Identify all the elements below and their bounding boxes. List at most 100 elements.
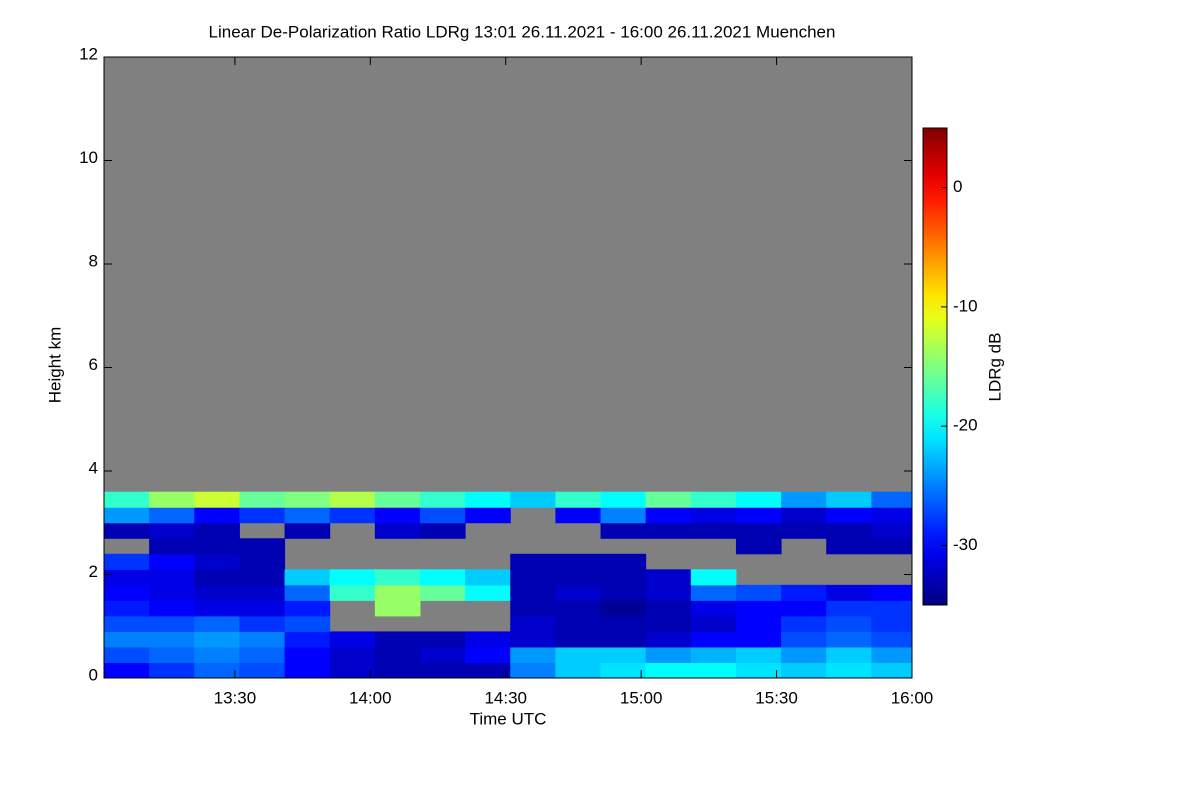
heatmap-cell: [194, 538, 240, 555]
heatmap-cell: [329, 491, 376, 508]
heatmap-cell: [104, 522, 150, 539]
heatmap-cell: [149, 569, 195, 586]
heatmap-cell: [104, 491, 150, 508]
heatmap-cell: [735, 584, 782, 601]
heatmap-cell: [239, 507, 286, 524]
heatmap-cell: [104, 553, 150, 570]
heatmap-cell: [645, 631, 692, 648]
heatmap-cell: [781, 522, 827, 539]
heatmap-cell: [645, 662, 692, 679]
heatmap-cell: [239, 646, 286, 663]
x-tick-label: 14:00: [349, 688, 392, 707]
heatmap-cell: [735, 538, 782, 555]
heatmap-cell: [194, 646, 240, 663]
heatmap-cell: [465, 491, 511, 508]
heatmap-cell: [510, 615, 556, 632]
heatmap-cell: [194, 631, 240, 648]
x-tick-label: 15:30: [755, 688, 798, 707]
heatmap-cell: [871, 600, 913, 617]
heatmap-cell: [690, 522, 737, 539]
heatmap-cell: [871, 491, 913, 508]
heatmap-cell: [239, 553, 286, 570]
heatmap-cell: [510, 600, 556, 617]
heatmap-cell: [419, 507, 466, 524]
heatmap-cell: [374, 569, 421, 586]
y-tick-label: 8: [89, 251, 98, 270]
heatmap-cell: [194, 662, 240, 679]
heatmap-cell: [149, 600, 195, 617]
heatmap-cell: [645, 584, 692, 601]
heatmap-cell: [149, 584, 195, 601]
heatmap-cell: [871, 615, 913, 632]
heatmap-cell: [149, 522, 195, 539]
heatmap-cell: [826, 507, 872, 524]
heatmap-cell: [645, 646, 692, 663]
heatmap-cell: [690, 646, 737, 663]
heatmap-cell: [104, 662, 150, 679]
heatmap-cell: [510, 662, 556, 679]
heatmap-cell: [826, 662, 872, 679]
heatmap-cell: [194, 507, 240, 524]
heatmap-cell: [194, 569, 240, 586]
heatmap-cell: [510, 584, 556, 601]
heatmap-cell: [465, 569, 511, 586]
y-tick-label: 0: [89, 665, 98, 684]
heatmap-cell: [149, 631, 195, 648]
heatmap-cell: [600, 662, 647, 679]
heatmap-cell: [826, 631, 872, 648]
heatmap-cell: [284, 507, 331, 524]
heatmap-cell: [555, 569, 602, 586]
heatmap-cell: [690, 584, 737, 601]
heatmap-cell: [781, 631, 827, 648]
heatmap-cell: [104, 631, 150, 648]
heatmap-cell: [329, 631, 376, 648]
heatmap-cell: [284, 584, 331, 601]
heatmap-cell: [781, 615, 827, 632]
heatmap-cell: [735, 631, 782, 648]
heatmap-cell: [284, 491, 331, 508]
heatmap-cell: [555, 584, 602, 601]
heatmap-cell: [510, 553, 556, 570]
y-tick-label: 10: [79, 148, 98, 167]
heatmap-cell: [690, 631, 737, 648]
heatmap-cell: [826, 538, 872, 555]
heatmap-cell: [465, 584, 511, 601]
heatmap-cell: [149, 491, 195, 508]
heatmap-cell: [239, 491, 286, 508]
heatmap-cell: [555, 491, 602, 508]
heatmap-cell: [239, 615, 286, 632]
y-axis-label: Height km: [45, 327, 64, 404]
heatmap-cell: [465, 646, 511, 663]
heatmap-cell: [871, 646, 913, 663]
heatmap-cell: [104, 600, 150, 617]
heatmap-cell: [510, 491, 556, 508]
heatmap-cell: [239, 631, 286, 648]
heatmap-cell: [600, 569, 647, 586]
heatmap-cell: [239, 662, 286, 679]
heatmap-cell: [690, 662, 737, 679]
heatmap-cell: [781, 600, 827, 617]
heatmap-cell: [645, 600, 692, 617]
heatmap-cell: [781, 662, 827, 679]
heatmap-cell: [329, 646, 376, 663]
heatmap-cell: [871, 507, 913, 524]
heatmap-cell: [239, 569, 286, 586]
heatmap-cell: [826, 600, 872, 617]
heatmap-cell: [690, 491, 737, 508]
heatmap-cell: [419, 584, 466, 601]
heatmap-cell: [600, 615, 647, 632]
heatmap-cell: [871, 631, 913, 648]
heatmap-cell: [419, 491, 466, 508]
heatmap-cell: [194, 615, 240, 632]
heatmap-cell: [735, 491, 782, 508]
heatmap-cell: [600, 553, 647, 570]
heatmap-cell: [284, 615, 331, 632]
heatmap-cell: [871, 538, 913, 555]
heatmap-cell: [149, 646, 195, 663]
heatmap-cell: [149, 507, 195, 524]
heatmap-cell: [374, 584, 421, 601]
heatmap-cell: [374, 522, 421, 539]
heatmap-cell: [735, 600, 782, 617]
heatmap-cell: [510, 646, 556, 663]
